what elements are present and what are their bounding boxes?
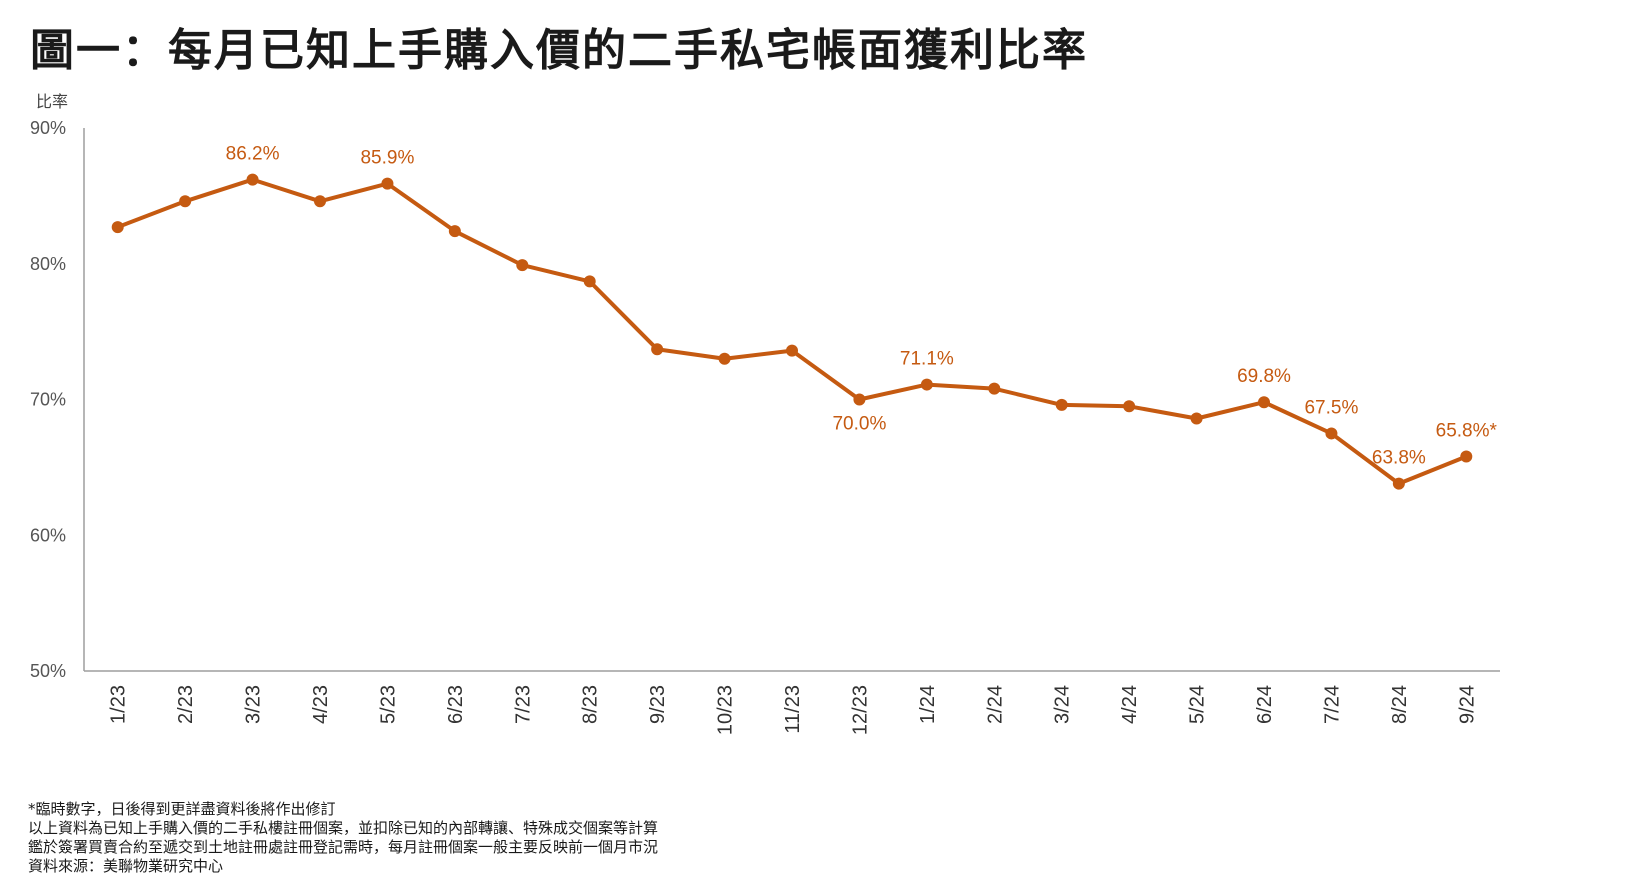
y-tick-label: 90% [30, 118, 66, 138]
x-tick-label: 3/23 [243, 685, 265, 724]
data-point [1392, 477, 1405, 490]
data-point [988, 382, 1001, 395]
y-tick-label: 60% [30, 525, 66, 545]
data-point [246, 173, 259, 186]
x-tick-label: 5/24 [1187, 685, 1209, 724]
x-tick-label: 7/24 [1321, 685, 1343, 724]
x-tick-label: 8/24 [1389, 685, 1411, 724]
data-point [718, 352, 731, 365]
data-point [786, 344, 798, 357]
x-tick-label: 2/24 [984, 685, 1006, 724]
data-label: 69.8% [1237, 366, 1291, 387]
series-line-group [111, 173, 1473, 490]
chart-title: 圖一：每月已知上手購入價的二手私宅帳面獲利比率 [30, 25, 1088, 76]
x-tick-label: 9/23 [647, 685, 669, 724]
x-tick-label: 2/23 [175, 685, 197, 724]
x-tick-label: 4/24 [1119, 685, 1141, 724]
data-point [381, 177, 394, 190]
data-label: 65.8%* [1436, 421, 1498, 442]
x-tick-label: 10/23 [715, 685, 737, 735]
y-axis: 50% 60% 70% 80% 90% [30, 118, 85, 681]
x-tick-label: 5/23 [377, 685, 399, 724]
series-line [115, 177, 1469, 486]
data-point [111, 221, 124, 234]
x-tick-label: 11/23 [782, 685, 804, 734]
x-axis: 1/23 2/23 3/23 4/23 5/23 6/23 7/23 8/23 9/23 10/2… [84, 670, 1500, 735]
data-labels: 86.2% 85.9% 70.0% 71.1% 69.8% 67.5% 63.8% 65.8%… [226, 144, 1498, 469]
data-point [1325, 427, 1338, 440]
data-point [583, 275, 596, 288]
x-tick-label: 6/24 [1254, 685, 1276, 724]
data-point [651, 343, 664, 356]
x-tick-label: 8/23 [580, 685, 602, 724]
data-point [1460, 450, 1473, 463]
x-tick-label: 12/23 [849, 685, 871, 735]
data-point [1190, 412, 1203, 425]
data-point [853, 393, 866, 406]
data-label: 71.1% [900, 349, 954, 370]
data-label: 67.5% [1304, 397, 1358, 418]
data-point [1123, 400, 1136, 413]
data-label: 70.0% [832, 414, 886, 435]
footnote-method: 以上資料為已知上手購入價的二手私樓註冊個案，並扣除已知的內部轉讓、特殊成交個案等… [28, 819, 659, 837]
x-tick-label: 3/24 [1052, 685, 1074, 724]
x-tick-label: 4/23 [310, 685, 332, 724]
data-point [920, 378, 933, 391]
data-point [516, 259, 529, 272]
x-tick-label: 1/23 [108, 685, 130, 724]
data-label: 86.2% [226, 144, 280, 165]
x-tick-label: 1/24 [917, 685, 939, 724]
x-tick-label: 9/24 [1456, 685, 1478, 724]
data-point [448, 225, 461, 238]
x-tick-label: 6/23 [445, 685, 467, 724]
footnotes: *臨時數字，日後得到更詳盡資料後將作出修訂 以上資料為已知上手購入價的二手私樓註… [28, 800, 658, 876]
y-tick-label: 70% [30, 390, 66, 410]
data-point [1055, 398, 1068, 411]
data-label: 63.8% [1372, 448, 1426, 469]
y-tick-label: 50% [30, 661, 66, 681]
footnote-timing: 鑑於簽署買賣合約至遞交到土地註冊處註冊登記需時，每月註冊個案一般主要反映前一個月… [28, 838, 659, 856]
line-chart: 50% 60% 70% 80% 90% 1/23 2/23 3/23 4/23 5/23 6/23… [30, 118, 1500, 735]
data-point [179, 195, 192, 208]
footnote-provisional: *臨時數字，日後得到更詳盡資料後將作出修訂 [28, 800, 336, 818]
footnote-source: 資料來源：美聯物業研究中心 [28, 857, 224, 875]
data-label: 85.9% [360, 148, 414, 169]
y-axis-title: 比率 [36, 92, 69, 111]
data-point [314, 195, 326, 208]
y-tick-label: 80% [30, 254, 66, 274]
x-tick-label: 7/23 [512, 685, 534, 724]
data-point [1258, 396, 1270, 409]
